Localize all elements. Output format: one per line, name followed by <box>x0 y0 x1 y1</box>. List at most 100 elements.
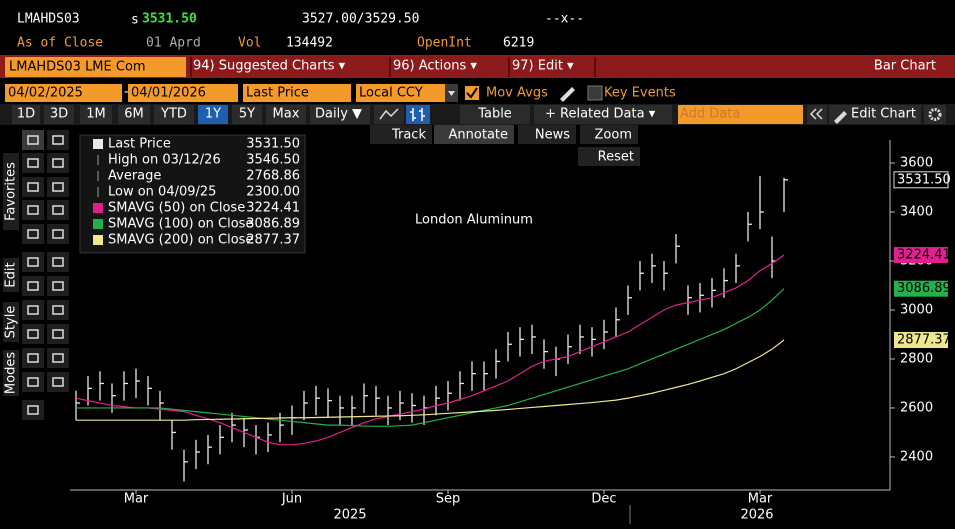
chart-tool-button[interactable] <box>518 125 576 144</box>
pencil-icon[interactable] <box>560 87 575 102</box>
chart-tool-button[interactable] <box>578 147 640 166</box>
legend-value: 3546.50 <box>246 153 300 168</box>
value-flag-label: 3531.50 <box>897 172 951 187</box>
value-flag <box>893 171 949 189</box>
change: --x-- <box>545 12 584 27</box>
tool-button[interactable] <box>22 300 44 320</box>
key-events-checkbox[interactable] <box>587 85 603 101</box>
security-field[interactable] <box>5 57 186 77</box>
date-dash: - <box>124 85 129 100</box>
menu-item[interactable]: 96) Actions ▾ <box>393 59 477 74</box>
side-label[interactable]: Style <box>4 306 19 339</box>
period-button[interactable] <box>266 105 306 124</box>
tool-button[interactable] <box>22 177 44 197</box>
ticker: LMAHDS03 <box>17 12 80 27</box>
value-flag <box>894 280 948 297</box>
menu-item[interactable]: 97) Edit ▾ <box>512 59 574 74</box>
tool-button[interactable] <box>47 224 69 244</box>
legend-label: SMAVG (50) on Close <box>108 201 245 216</box>
side-tab <box>3 258 19 292</box>
moving-average-line <box>76 288 785 427</box>
table-button[interactable] <box>460 105 530 124</box>
legend-swatch <box>93 235 103 245</box>
side-label[interactable]: Modes <box>4 352 19 394</box>
settings-button[interactable] <box>924 105 946 124</box>
start-date[interactable] <box>5 84 122 102</box>
period-button[interactable] <box>198 105 228 124</box>
edit-glyph <box>834 111 847 124</box>
tool-glyph <box>27 257 39 267</box>
tool-glyph <box>52 353 64 363</box>
tool-button[interactable] <box>47 177 69 197</box>
side-label[interactable]: Favorites <box>4 162 19 221</box>
value-flag-label: 3224.41 <box>897 248 951 263</box>
add-data-field[interactable] <box>678 105 803 124</box>
tool-button[interactable] <box>22 224 44 244</box>
mov-avgs-label: Mov Avgs <box>486 86 548 101</box>
add-data-label: Add Data <box>680 107 740 122</box>
currency-select[interactable] <box>356 84 445 102</box>
tool-button[interactable] <box>47 372 69 392</box>
period-label: 6M <box>124 107 144 122</box>
tool-glyph <box>27 329 39 339</box>
separator <box>190 57 192 77</box>
line-glyph <box>379 108 399 120</box>
chart-tool-label: Reset <box>598 150 634 165</box>
chart-tool-label: Annotate <box>449 128 508 143</box>
period-button[interactable] <box>118 105 150 124</box>
tool-button[interactable] <box>22 324 44 344</box>
bar-icon[interactable] <box>406 105 430 124</box>
period-button[interactable] <box>12 105 40 124</box>
tool-button[interactable] <box>22 252 44 272</box>
tool-button[interactable] <box>47 252 69 272</box>
view-name: Bar Chart <box>874 59 936 74</box>
tool-button[interactable] <box>47 324 69 344</box>
tool-button[interactable] <box>47 200 69 220</box>
chart-tool-button[interactable] <box>580 125 638 144</box>
side-tab <box>3 302 19 342</box>
table-label: Table <box>477 107 512 122</box>
side-label[interactable]: Edit <box>4 262 19 287</box>
tool-button[interactable] <box>22 348 44 368</box>
field-select[interactable] <box>243 84 351 102</box>
y-tick-label: 3600 <box>900 156 933 171</box>
chart-tool-label: Zoom <box>595 128 632 143</box>
tool-button[interactable] <box>22 130 44 150</box>
tool-button[interactable] <box>47 276 69 296</box>
legend-label: High on 03/12/26 <box>108 153 221 168</box>
last-price: 3531.50 <box>142 12 197 27</box>
legend-swatch <box>93 139 103 149</box>
frequency-button[interactable] <box>310 105 370 124</box>
legend-value: 3224.41 <box>246 201 300 216</box>
tool-glyph <box>52 158 64 168</box>
tool-button[interactable] <box>47 300 69 320</box>
tool-button[interactable] <box>47 130 69 150</box>
menu-item[interactable]: 94) Suggested Charts ▾ <box>193 59 346 74</box>
related-button[interactable] <box>534 105 672 124</box>
menu-bar <box>0 55 955 78</box>
tool-button[interactable] <box>22 200 44 220</box>
tool-button[interactable] <box>22 400 44 420</box>
security-text: LMAHDS03 LME Com <box>9 60 146 75</box>
chart-tool-button[interactable] <box>370 125 432 144</box>
value-flag-label: 2877.37 <box>897 333 951 348</box>
legend-value: 3086.89 <box>246 217 300 232</box>
period-button[interactable] <box>80 105 112 124</box>
tool-button[interactable] <box>22 276 44 296</box>
period-button[interactable] <box>44 105 74 124</box>
period-button[interactable] <box>232 105 262 124</box>
period-label: 3D <box>50 107 68 122</box>
end-date[interactable] <box>128 84 238 102</box>
tool-button[interactable] <box>47 153 69 173</box>
side-tab <box>3 350 19 396</box>
tool-button[interactable] <box>22 153 44 173</box>
chart-tool-button[interactable] <box>434 125 514 144</box>
edit-chart-button[interactable] <box>829 105 921 124</box>
value-flag <box>894 332 948 349</box>
legend-label: SMAVG (200) on Close <box>108 233 253 248</box>
tool-button[interactable] <box>22 372 44 392</box>
tool-glyph <box>27 377 39 387</box>
period-button[interactable] <box>154 105 194 124</box>
tool-button[interactable] <box>47 348 69 368</box>
edit-chart-label: Edit Chart <box>851 107 916 122</box>
